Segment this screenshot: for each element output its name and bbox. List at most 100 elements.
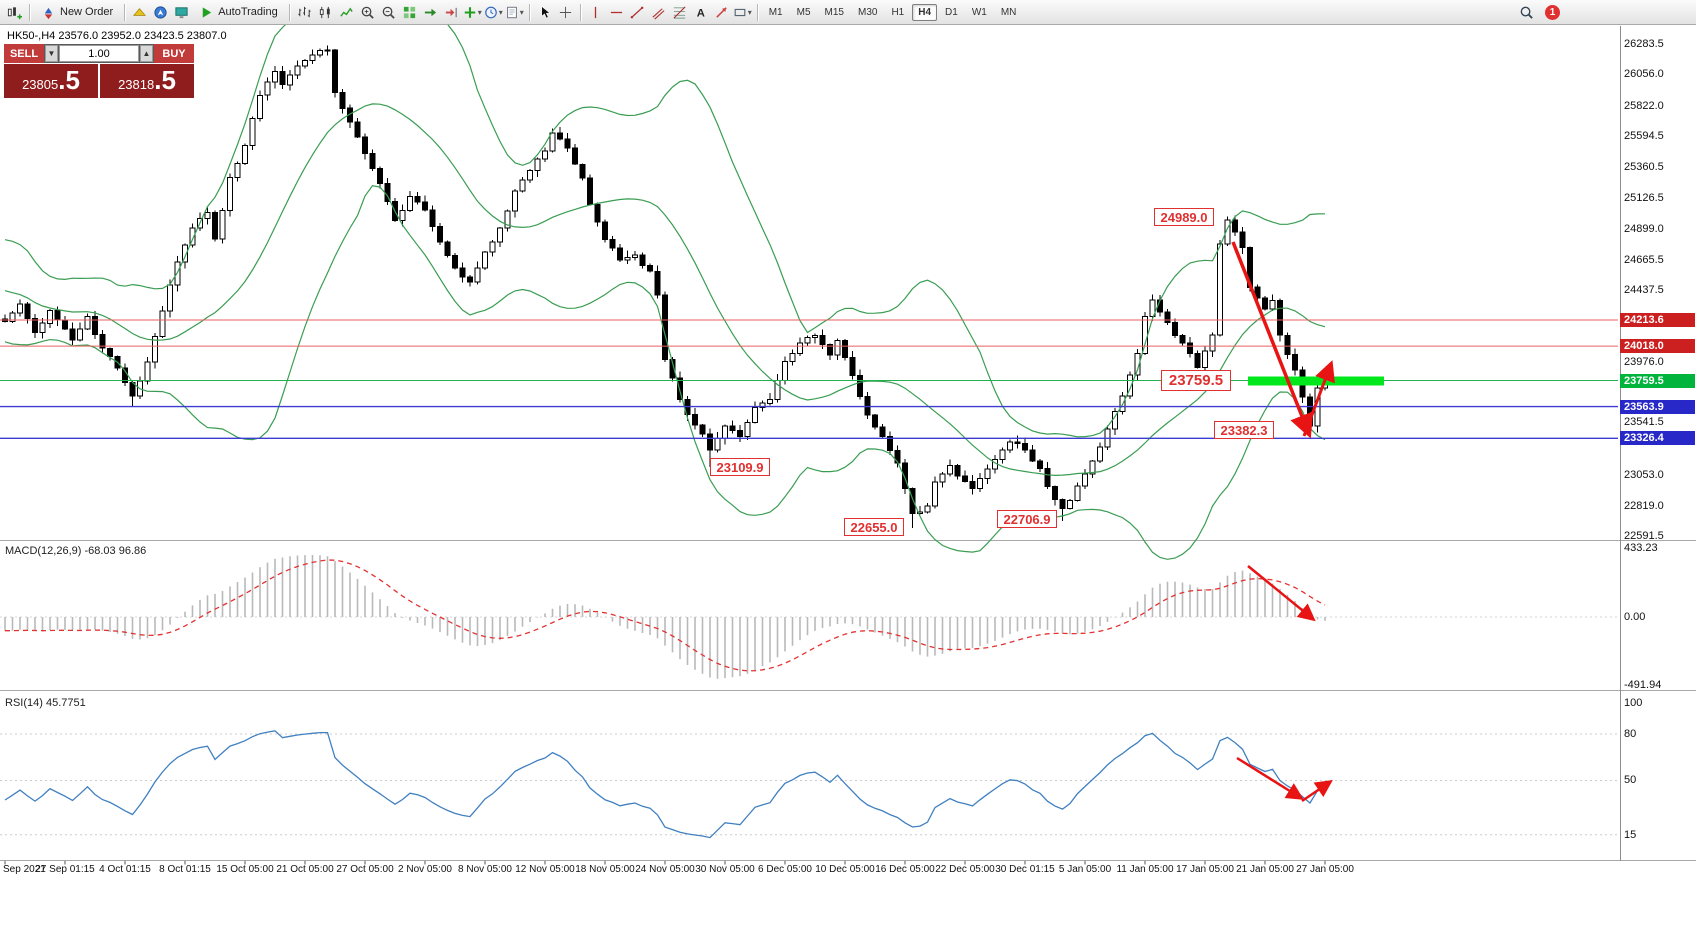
indicators-list-dropdown-arrow[interactable]: ▾ (477, 7, 482, 17)
crosshair-glyph (559, 6, 571, 18)
time-axis-label[interactable]: 21 Jan 05:00 (1236, 864, 1294, 875)
time-axis-label[interactable]: 5 Jan 05:00 (1058, 864, 1112, 875)
new-order-button[interactable]: New Order (34, 2, 120, 22)
time-axis-label[interactable]: 30 Dec 01:15 (995, 864, 1055, 875)
sell-button[interactable]: SELL (4, 44, 44, 63)
metaeditor-icon[interactable] (129, 2, 150, 22)
timeframe-m1[interactable]: M1 (768, 6, 783, 18)
volume-increase-button[interactable]: ▲ (140, 45, 153, 62)
time-axis-label[interactable]: 16 Dec 05:00 (875, 864, 935, 875)
rsi-scale-label: 100 (1624, 697, 1643, 709)
time-axis-label[interactable]: 27 Sep 01:15 (35, 864, 95, 875)
search-icon[interactable] (1516, 2, 1537, 22)
fibonacci-tool-icon[interactable] (669, 2, 690, 22)
time-axis-label[interactable]: 2 Nov 05:00 (398, 864, 452, 875)
red-annotation-arrow[interactable] (1236, 756, 1304, 800)
terminal-icon[interactable] (171, 2, 192, 22)
green-highlight-bar[interactable] (1248, 376, 1384, 386)
cursor-icon[interactable] (534, 2, 555, 22)
period-list-icon[interactable]: ▾ (483, 2, 504, 22)
time-axis-label[interactable]: 11 Jan 05:00 (1116, 864, 1174, 875)
time-axis-label[interactable]: 27 Oct 05:00 (336, 864, 394, 875)
time-axis-label[interactable]: 17 Jan 05:00 (1176, 864, 1234, 875)
indicators-list-icon[interactable]: ▾ (462, 2, 483, 22)
timeframe-m5[interactable]: M5 (796, 6, 811, 18)
arrows-tool-icon[interactable] (711, 2, 732, 22)
timeframe-m15[interactable]: M15 (824, 6, 844, 18)
period-list-dropdown-arrow[interactable]: ▾ (498, 7, 503, 17)
tile-windows-icon[interactable] (399, 2, 420, 22)
red-annotation-arrow[interactable] (1231, 241, 1314, 439)
price-callout-label[interactable]: 23759.5 (1161, 370, 1231, 391)
chart-bars-icon[interactable] (294, 2, 315, 22)
shapes-tool-dropdown-arrow[interactable]: ▾ (747, 7, 752, 17)
time-axis-label[interactable]: 10 Dec 05:00 (815, 864, 875, 875)
new-chart-icon[interactable] (4, 2, 25, 22)
sell-price-display[interactable]: 23805.5 (4, 64, 98, 98)
chart-line-icon[interactable] (336, 2, 357, 22)
time-axis-label[interactable]: 24 Nov 05:00 (635, 864, 695, 875)
trendline-tool-icon[interactable] (627, 2, 648, 22)
red-annotation-arrow[interactable] (1302, 360, 1335, 437)
volume-decrease-button[interactable]: ▼ (45, 45, 58, 62)
price-level-lines (0, 319, 1618, 439)
chart-bars-glyph (298, 6, 311, 17)
notifications-badge[interactable]: 1 (1545, 4, 1560, 20)
time-axis-label[interactable]: 4 Oct 01:15 (99, 864, 151, 875)
autotrading-button[interactable]: AutoTrading (192, 2, 285, 22)
time-axis-label[interactable]: 8 Oct 01:15 (159, 864, 211, 875)
chart-shift-icon[interactable] (441, 2, 462, 22)
buy-button[interactable]: BUY (154, 44, 194, 63)
time-axis-label[interactable]: 21 Oct 05:00 (276, 864, 334, 875)
zoom-in-icon[interactable] (357, 2, 378, 22)
price-callout-label[interactable]: 23109.9 (710, 458, 770, 476)
time-axis-label[interactable]: Sep 2021 (3, 864, 46, 875)
time-axis-label[interactable]: 8 Nov 05:00 (458, 864, 512, 875)
vertical-line-tool-icon[interactable] (585, 2, 606, 22)
equidistant-channel-tool-icon[interactable] (648, 2, 669, 22)
timeframe-d1[interactable]: D1 (945, 6, 958, 18)
timeframe-w1[interactable]: W1 (971, 6, 987, 18)
fibonacci-tool-glyph (673, 5, 686, 19)
red-annotation-arrow[interactable] (1301, 780, 1333, 803)
time-axis-label[interactable]: 18 Nov 05:00 (575, 864, 635, 875)
template-list-icon[interactable]: ▾ (504, 2, 525, 22)
red-annotation-arrow[interactable] (1247, 565, 1316, 622)
price-callout-label[interactable]: 22655.0 (844, 518, 904, 536)
panel-separators[interactable] (0, 26, 1696, 865)
chart-line-glyph (340, 6, 353, 17)
cursor-glyph (541, 5, 551, 19)
price-callout-label[interactable]: 24989.0 (1154, 208, 1214, 226)
text-tool-icon[interactable]: A (690, 2, 711, 22)
time-axis-label[interactable]: 6 Dec 05:00 (758, 864, 812, 875)
toolbar-separator (29, 3, 30, 21)
time-axis-label[interactable]: 12 Nov 05:00 (515, 864, 575, 875)
price-callout-label[interactable]: 23382.3 (1214, 421, 1274, 439)
auto-scroll-icon[interactable] (420, 2, 441, 22)
metaeditor-glyph (133, 7, 147, 16)
buy-price-display[interactable]: 23818.5 (100, 64, 194, 98)
candlesticks (2, 45, 1328, 528)
crosshair-icon[interactable] (555, 2, 576, 22)
time-axis-label[interactable]: 22 Dec 05:00 (935, 864, 995, 875)
template-list-glyph (506, 6, 517, 18)
chart-candlesticks-icon[interactable] (315, 2, 336, 22)
time-axis-label[interactable]: 27 Jan 05:00 (1296, 864, 1354, 875)
y-axis-price-label: 25822.0 (1624, 99, 1664, 112)
one-click-trading-panel: SELL ▼ 1.00 ▲ BUY 23805.5 23818.5 (4, 44, 194, 98)
timeframe-h4[interactable]: H4 (912, 3, 938, 21)
volume-input[interactable]: 1.00 (59, 45, 139, 62)
template-list-dropdown-arrow[interactable]: ▾ (519, 7, 524, 17)
shapes-tool-icon[interactable]: ▾ (732, 2, 753, 22)
navigator-icon[interactable] (150, 2, 171, 22)
time-axis-label[interactable]: 30 Nov 05:00 (695, 864, 755, 875)
autotrading-label: AutoTrading (218, 6, 278, 18)
horizontal-line-tool-icon[interactable] (606, 2, 627, 22)
timeframe-mn[interactable]: MN (1000, 6, 1017, 18)
zoom-out-icon[interactable] (378, 2, 399, 22)
timeframe-h1[interactable]: H1 (891, 6, 905, 18)
time-axis-label[interactable]: 15 Oct 05:00 (216, 864, 274, 875)
timeframe-m30[interactable]: M30 (857, 6, 878, 18)
price-callout-label[interactable]: 22706.9 (997, 510, 1057, 528)
